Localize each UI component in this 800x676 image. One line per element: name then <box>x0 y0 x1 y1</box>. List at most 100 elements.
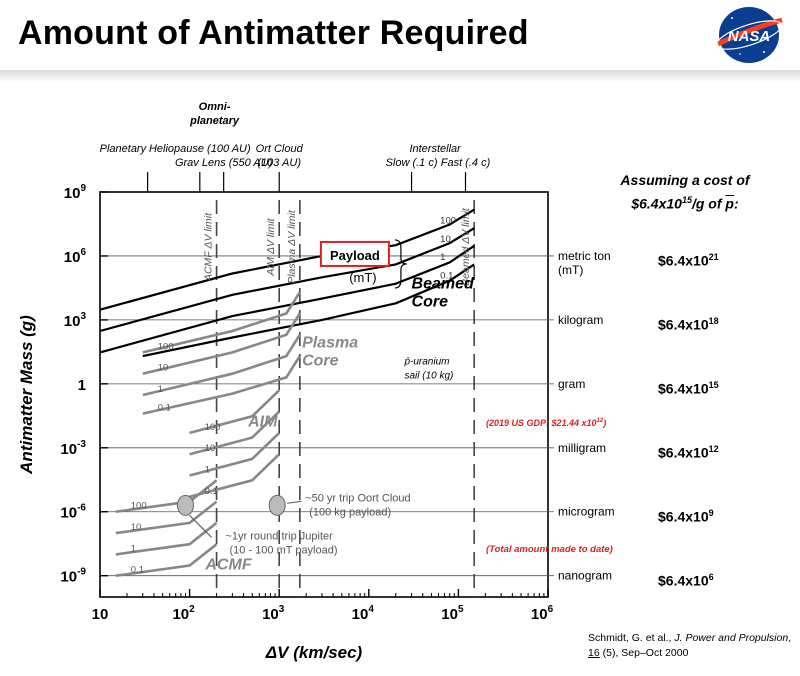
mission-note-line2-1: (10 - 100 mT payload) <box>230 544 338 556</box>
mass-label-5: nanogram <box>558 569 612 583</box>
y-axis-label: Antimatter Mass (g) <box>17 315 36 475</box>
limit-label-1: AIM ΔV limit <box>265 217 277 276</box>
cost-value-base: $6.4x10 <box>658 508 709 525</box>
cost-value-exp: 12 <box>708 443 719 454</box>
y-tick-label-0-base: 10 <box>64 185 81 202</box>
x-tick-label-5-base: 10 <box>531 606 548 623</box>
series-curve-plasma-core-100 <box>142 291 301 354</box>
mission-marker-1 <box>177 494 195 516</box>
mission-note-line2-0: (100 kg payload) <box>309 506 391 518</box>
series-curve-aim-0.1 <box>189 453 281 499</box>
payload-callout-unit: (mT) <box>349 270 376 285</box>
y-tick-label-2: 103 <box>64 311 87 330</box>
series-payload-label-6: 1 <box>158 384 163 395</box>
mission-note-0: ~50 yr trip Oort Cloud <box>305 492 410 504</box>
x-tick-label-1-base: 10 <box>172 606 189 623</box>
citation: Schmidt, G. et al., J. Power and Propuls… <box>588 632 792 659</box>
y-tick-label-6-base: 10 <box>60 569 77 586</box>
citation-rest: (5), Sep–Oct 2000 <box>599 647 689 659</box>
cost-value-exp: 9 <box>708 507 714 518</box>
mission-label-1: Heliopause (100 AU) <box>149 143 251 155</box>
series-payload-label-11: 0.1 <box>205 486 218 497</box>
pbar-sail-line2: sail (10 kg) <box>404 371 453 382</box>
gdp-note-part-2: ) <box>602 418 606 428</box>
limit-label-0: ACMF ΔV limit <box>203 212 215 282</box>
family-label-0: Beamed <box>412 275 475 292</box>
y-tick-label-4-exp: -3 <box>77 439 86 450</box>
y-tick-label-1-exp: 6 <box>80 247 86 258</box>
x-tick-label-3-exp: 4 <box>368 604 374 615</box>
mission-label-4: (103 AU) <box>257 157 301 169</box>
cost-heading-exp: 15 <box>681 195 692 205</box>
nasa-logo-icon: NASA <box>715 7 783 63</box>
series-payload-label-14: 1 <box>131 543 136 554</box>
mission-label-6: Slow (.1 c) <box>386 157 438 169</box>
payload-callout-text: Payload <box>330 248 380 263</box>
payload-callout-box <box>319 240 390 267</box>
cost-value-exp: 15 <box>708 379 719 390</box>
x-axis-label: ΔV (km/sec) <box>265 643 363 662</box>
mission-pointer-0 <box>287 500 302 504</box>
y-tick-label-3-base: 1 <box>78 377 86 394</box>
x-tick-label-0-base: 10 <box>92 606 109 623</box>
series-payload-label-0: 100 <box>440 216 456 227</box>
y-tick-label-5-exp: -6 <box>77 503 86 514</box>
y-tick-label-5: 10-6 <box>60 503 86 522</box>
cost-value-4: $6.4x109 <box>658 508 714 525</box>
mission-pointer-1 <box>189 514 212 538</box>
x-tick-label-4-exp: 5 <box>458 604 464 615</box>
gdp-note-part-0: (2019 US GDP: $21.44 x10 <box>486 418 597 428</box>
y-tick-label-6-exp: -9 <box>77 567 86 578</box>
series-curve-acmf-10 <box>115 500 218 535</box>
series-curve-acmf-1 <box>115 521 218 556</box>
x-tick-label-2: 103 <box>262 604 285 623</box>
citation-authors: Schmidt, G. et al., <box>588 632 675 644</box>
series-payload-label-12: 100 <box>131 501 147 512</box>
series-payload-label-10: 1 <box>205 465 210 476</box>
title-divider <box>0 70 800 82</box>
cost-value-0: $6.4x1021 <box>658 252 719 269</box>
y-tick-label-2-exp: 3 <box>80 311 86 322</box>
cost-value-base: $6.4x10 <box>658 380 709 397</box>
series-curve-plasma-core-10 <box>142 312 301 375</box>
nasa-logo-text: NASA <box>728 28 771 45</box>
omni-label-line2: planetary <box>189 115 240 127</box>
y-tick-label-2-base: 10 <box>64 313 81 330</box>
mission-label-5: Interstellar <box>409 143 462 155</box>
citation-journal: J. Power and Propulsion <box>674 632 789 644</box>
mission-label-3: Ort Cloud <box>256 143 304 155</box>
y-tick-label-0: 109 <box>64 183 87 202</box>
x-tick-label-1-exp: 2 <box>189 604 195 615</box>
x-tick-label-3: 104 <box>352 604 375 623</box>
series-curve-beamed-core-10 <box>99 227 475 333</box>
series-curve-plasma-core-1 <box>142 334 301 397</box>
series-payload-label-7: 0.1 <box>158 403 171 414</box>
total-made-note: (Total amount made to date) <box>486 544 613 555</box>
x-tick-label-4: 105 <box>441 604 464 623</box>
mass-label-1: kilogram <box>558 313 603 327</box>
series-curve-beamed-core-1 <box>99 244 475 354</box>
cost-value-1: $6.4x1018 <box>658 316 719 333</box>
slide-title: Amount of Antimatter Required <box>18 14 529 52</box>
mass-label-4: microgram <box>558 505 615 519</box>
y-tick-label-6: 10-9 <box>60 567 86 586</box>
series-payload-label-9: 10 <box>205 443 216 454</box>
cost-value-exp: 18 <box>708 315 719 326</box>
series-curve-aim-1 <box>189 431 281 477</box>
series-payload-label-5: 10 <box>158 363 169 374</box>
cost-value-base: $6.4x10 <box>658 316 709 333</box>
series-curve-aim-100 <box>189 389 281 435</box>
cost-value-exp: 21 <box>708 251 719 262</box>
cost-heading-line1: Assuming a cost of <box>620 172 750 188</box>
mission-note-1: ~1yr round trip Jupiter <box>226 530 334 542</box>
series-curve-beamed-core-0.1 <box>142 263 475 358</box>
omni-label-line1: Omni- <box>199 101 231 113</box>
mass-label-2: gram <box>558 377 585 391</box>
mass-label-3: milligram <box>558 441 606 455</box>
family-label-line2-1: Core <box>302 353 339 370</box>
cost-value-base: $6.4x10 <box>658 252 709 269</box>
x-tick-label-2-exp: 3 <box>279 604 285 615</box>
limit-label-2: Plasma ΔV limit <box>286 209 298 284</box>
cost-value-exp: 6 <box>708 571 714 582</box>
